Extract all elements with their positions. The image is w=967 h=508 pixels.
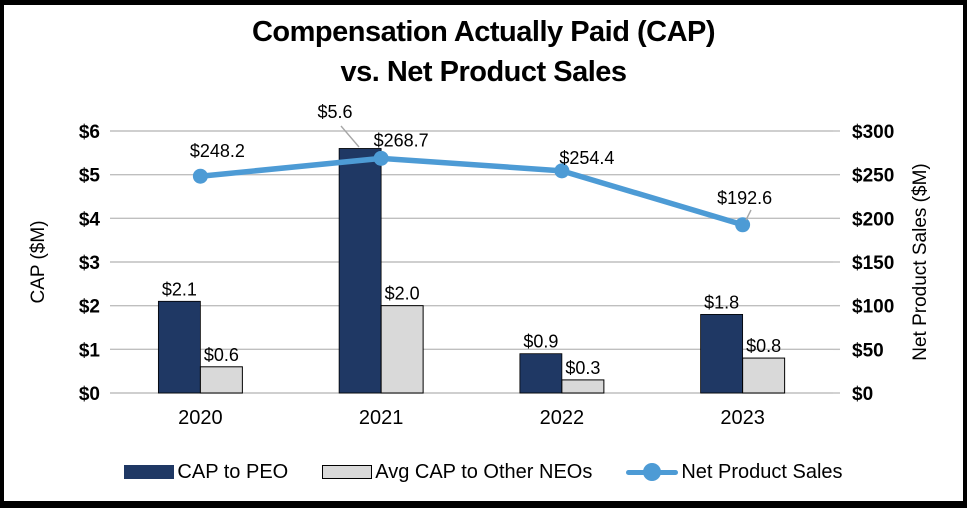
bar-avg-cap-to-other-neos [380, 305, 424, 394]
right-axis-tick-label: $150 [852, 253, 894, 274]
left-axis-tick-label: $5 [79, 166, 101, 187]
x-axis-category-label: 2020 [178, 407, 223, 429]
bar-avg-cap-to-other-neos [742, 357, 786, 394]
label-leader-line [745, 209, 752, 221]
left-axis-tick-label: $6 [79, 122, 100, 143]
line-marker [554, 163, 570, 179]
chart-title-line1: Compensation Actually Paid (CAP) [251, 16, 716, 48]
bar-avg-cap-to-other-neos [561, 379, 605, 394]
x-axis-category-label: 2023 [720, 407, 765, 429]
legend-item-cap-to-peo: CAP to PEO [124, 461, 288, 484]
bar-data-label: $2.0 [385, 284, 420, 304]
bar-cap-to-peo [700, 313, 744, 394]
left-axis-tick-label: $2 [79, 297, 100, 318]
bar-data-label: $0.9 [523, 332, 558, 352]
left-axis-tick-label: $1 [79, 340, 101, 361]
line-marker [735, 217, 751, 233]
bar-data-label: $0.8 [746, 336, 781, 356]
bar-data-label: $5.6 [317, 102, 352, 122]
chart-title-line2: vs. Net Product Sales [340, 56, 627, 88]
line-net-product-sales [197, 155, 746, 228]
line-data-label: $268.7 [374, 130, 429, 150]
x-axis-category-label: 2022 [540, 407, 585, 429]
right-axis-tick-label: $100 [852, 297, 894, 318]
bar-data-label: $0.6 [204, 345, 239, 365]
bar-data-label: $0.3 [565, 358, 600, 378]
line-swatch-dot [643, 463, 662, 481]
blue-line-marker-swatch-icon [626, 462, 679, 482]
right-axis-tick-label: $200 [852, 209, 894, 230]
label-leader-line [340, 125, 360, 148]
bar-cap-to-peo [157, 300, 201, 394]
bar-data-label: $2.1 [162, 279, 197, 299]
left-axis-tick-label: $3 [79, 253, 100, 274]
line-marker [373, 150, 389, 166]
x-axis-category-label: 2021 [359, 407, 404, 429]
right-axis-tick-label: $300 [852, 122, 894, 143]
line-data-label: $248.2 [190, 141, 245, 161]
bar-cap-to-peo [338, 148, 382, 394]
legend-item-net-product-sales: Net Product Sales [626, 460, 843, 484]
line-data-label: $254.4 [559, 148, 614, 168]
gray-bar-swatch-icon [322, 465, 373, 479]
legend-label: CAP to PEO [177, 460, 289, 483]
bar-data-label: $1.8 [704, 292, 739, 312]
right-axis-tick-label: $50 [852, 340, 884, 361]
legend-label: Avg CAP to Other NEOs [375, 460, 593, 483]
left-axis-title: CAP ($M) [28, 220, 49, 303]
bar-cap-to-peo [519, 353, 563, 394]
bar-avg-cap-to-other-neos [199, 366, 243, 394]
legend-item-avg-cap-neos: Avg CAP to Other NEOs [322, 461, 592, 484]
line-marker [192, 168, 208, 184]
right-axis-title: Net Product Sales ($M) [910, 163, 931, 360]
right-axis-tick-label: $250 [852, 166, 894, 187]
line-data-label: $192.6 [717, 188, 772, 208]
right-axis-tick-label: $0 [852, 384, 873, 405]
left-axis-tick-label: $0 [79, 384, 100, 405]
navy-bar-swatch-icon [124, 465, 175, 479]
chart-legend: CAP to PEO Avg CAP to Other NEOs Net Pro… [0, 456, 967, 488]
chart-title: Compensation Actually Paid (CAP) vs. Net… [0, 12, 967, 92]
left-axis-tick-label: $4 [79, 209, 101, 230]
legend-label: Net Product Sales [681, 460, 843, 483]
